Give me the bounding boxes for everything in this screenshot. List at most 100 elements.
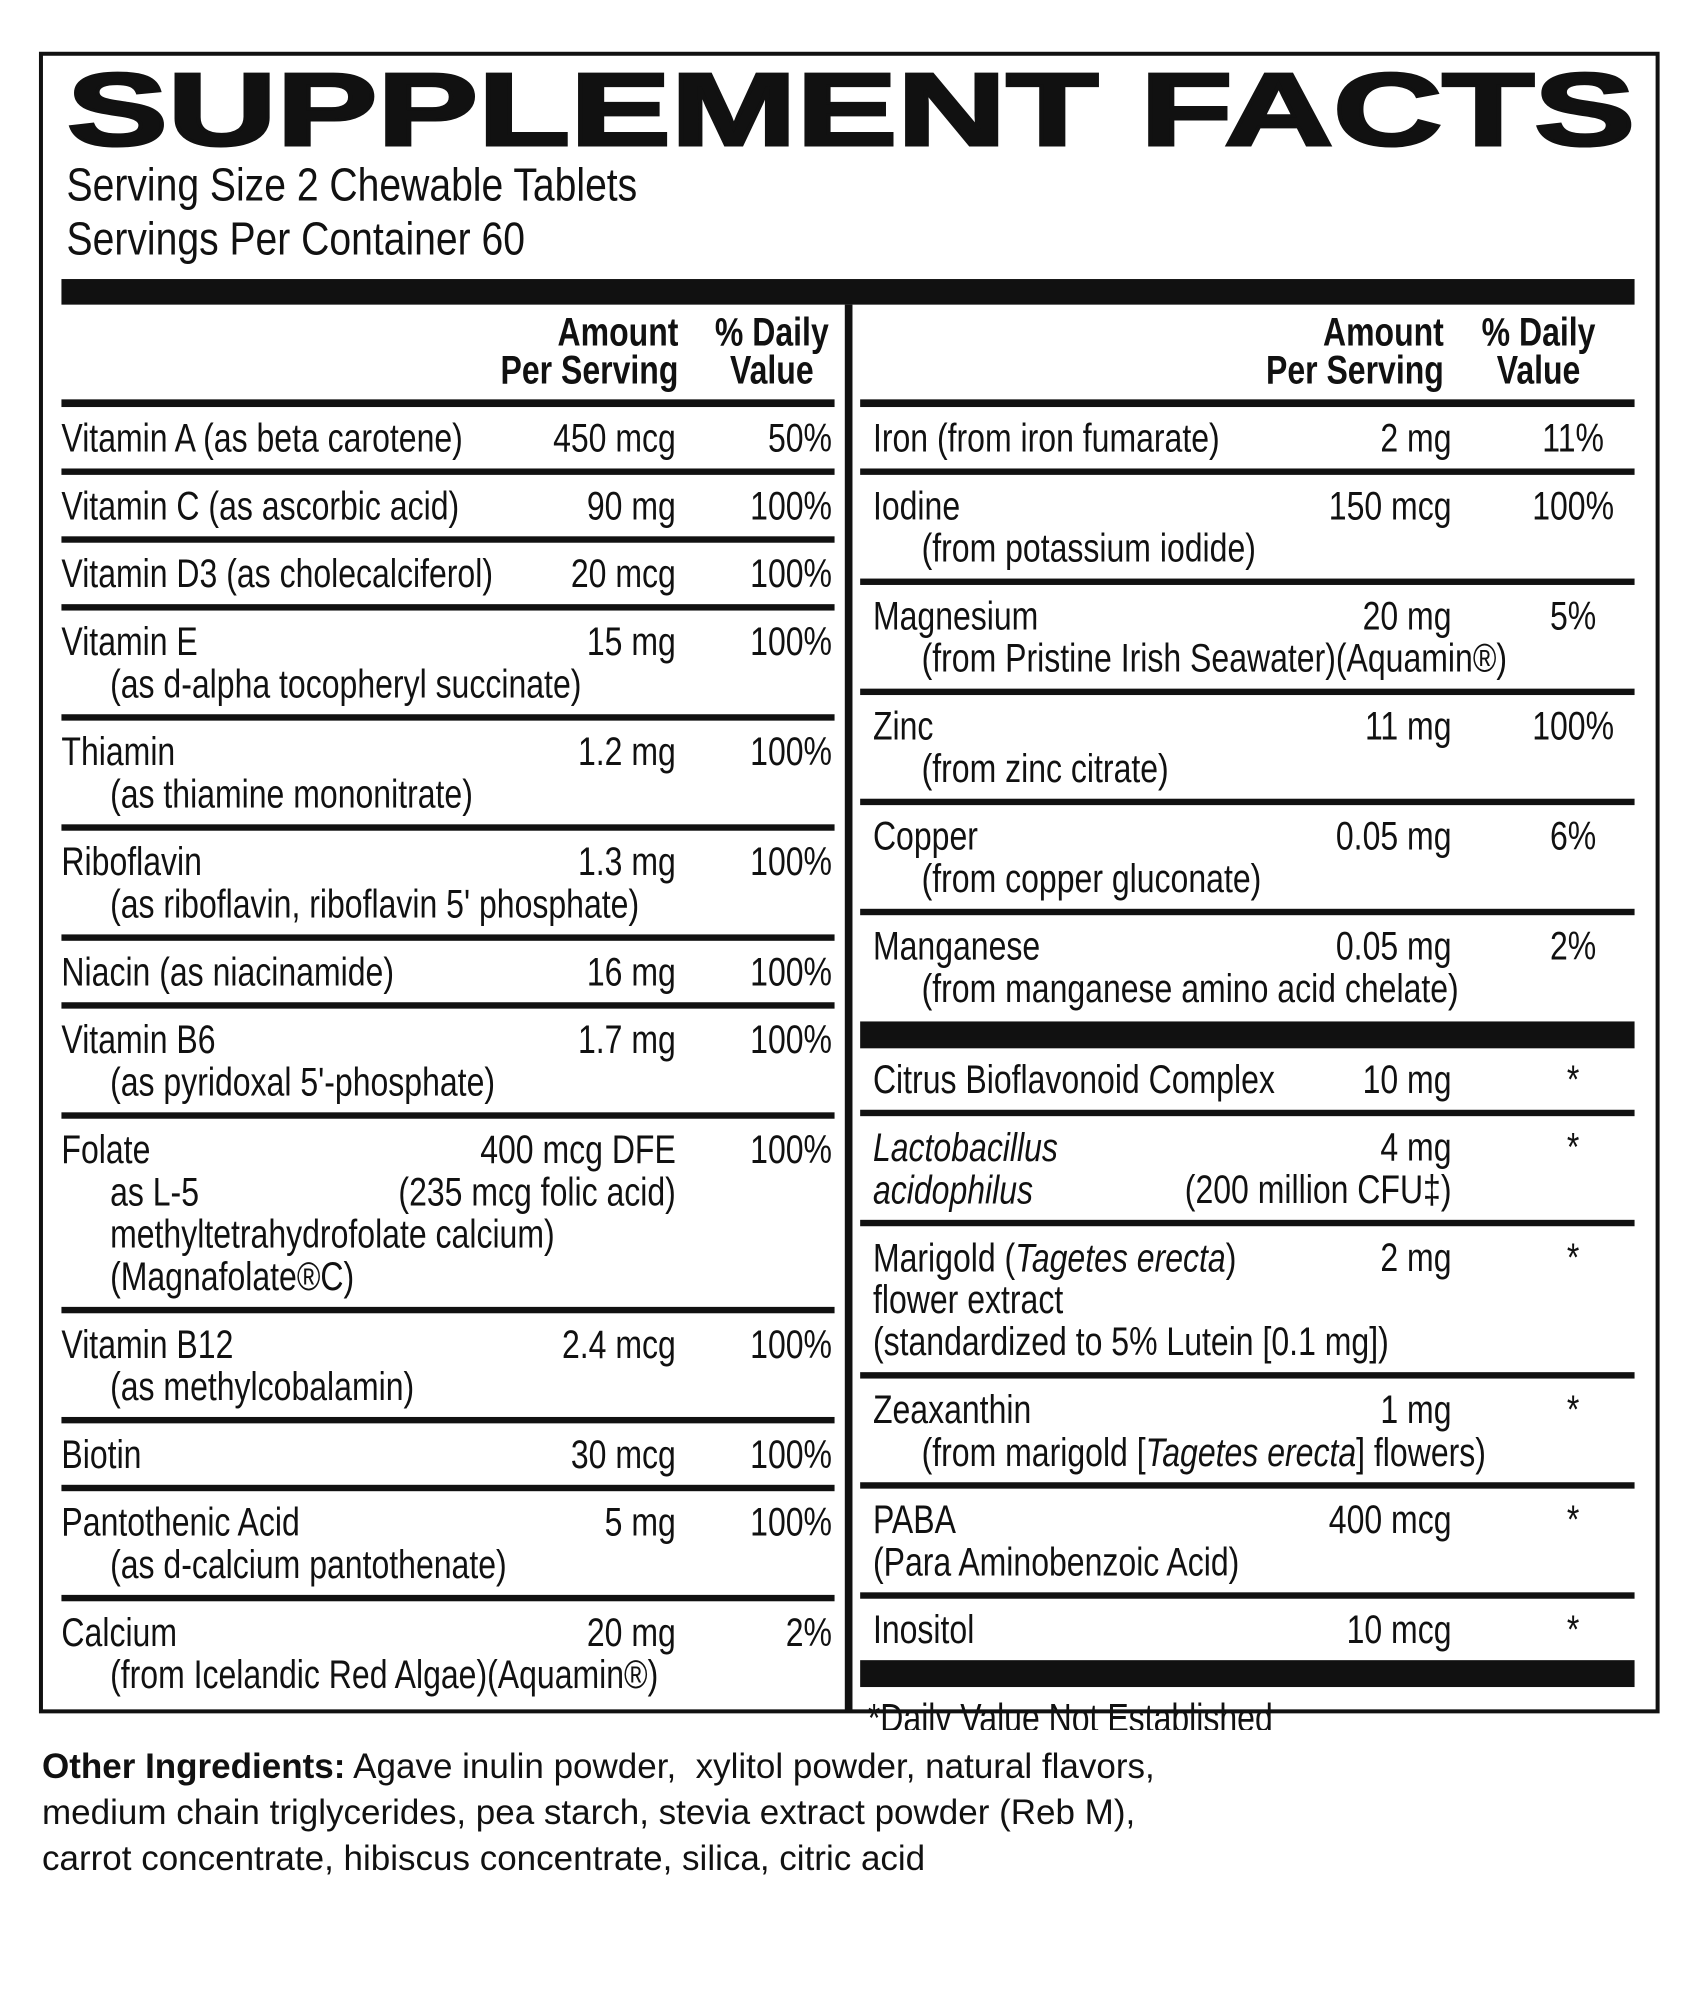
nutrient-name: Iodine xyxy=(873,483,960,528)
nutrient-name: Folate xyxy=(61,1127,150,1172)
nutrient-name-segment: Marigold ( xyxy=(873,1234,1015,1279)
daily-value: 2% xyxy=(786,1609,832,1654)
footnote: *Daily Value Not Established xyxy=(868,1695,1273,1730)
row-separator xyxy=(61,1306,835,1314)
row-separator xyxy=(61,1416,835,1424)
other-ingredients-text: Agave inulin powder, xylitol powder, nat… xyxy=(42,1747,1165,1878)
row-separator xyxy=(61,468,835,475)
nutrient-name-segment: ) xyxy=(1226,1234,1237,1279)
amount: 20 mg xyxy=(587,1609,676,1654)
daily-value: * xyxy=(1567,1387,1579,1432)
nutrient-detail: (from copper gluconate) xyxy=(922,855,1262,900)
nutrient-name: Calcium xyxy=(61,1609,177,1654)
nutrient-name: Niacin (as niacinamide) xyxy=(61,949,394,994)
nutrient-detail: (as riboflavin, riboflavin 5' phosphate) xyxy=(110,881,639,926)
row-separator xyxy=(61,714,835,721)
nutrient-name: Lactobacillus xyxy=(873,1124,1058,1169)
row-separator xyxy=(61,1594,835,1602)
nutrient-name: Riboflavin xyxy=(61,839,202,884)
row-separator xyxy=(61,604,835,611)
row-separator xyxy=(61,1484,835,1492)
row-separator xyxy=(61,536,835,543)
nutrient-name: Inositol xyxy=(873,1607,974,1652)
amount: 2 mg xyxy=(1380,1234,1451,1279)
nutrient-name: Vitamin A (as beta carotene) xyxy=(61,415,462,460)
servings-per-container: Servings Per Container 60 xyxy=(67,213,525,265)
nutrient-name: Pantothenic Acid xyxy=(61,1499,299,1544)
row-separator xyxy=(860,468,1635,475)
daily-value: * xyxy=(1567,1056,1579,1101)
daily-value: 100% xyxy=(750,483,832,528)
header-rule xyxy=(860,399,1635,408)
supplement-facts-panel: SUPPLEMENT FACTS Serving Size 2 Chewable… xyxy=(38,51,1660,1730)
amount: 2.4 mcg xyxy=(562,1321,676,1366)
daily-value: * xyxy=(1567,1497,1579,1542)
daily-value: 100% xyxy=(1532,483,1614,528)
daily-value: 5% xyxy=(1550,593,1596,638)
amount: 16 mg xyxy=(587,949,676,994)
nutrient-name: Marigold (Tagetes erecta) xyxy=(873,1234,1236,1279)
nutrient-name: Biotin xyxy=(61,1431,141,1476)
nutrient-detail: (from Pristine Irish Seawater)(Aquamin®) xyxy=(922,635,1507,680)
daily-value: 100% xyxy=(750,1499,832,1544)
nutrient-name: Copper xyxy=(873,813,978,858)
nutrient-detail-segment: acidophilus xyxy=(873,1166,1033,1211)
column-divider xyxy=(844,304,853,1712)
nutrient-name: Iron (from iron fumarate) xyxy=(873,415,1220,460)
daily-value: 100% xyxy=(750,949,832,994)
nutrient-name: Zinc xyxy=(873,703,933,748)
header-amount: Amount xyxy=(1323,309,1444,354)
nutrient-detail-segment: (from marigold [ xyxy=(922,1429,1146,1474)
other-ingredients: Other Ingredients: Agave inulin powder, … xyxy=(42,1744,1192,1882)
nutrient-detail: (as pyridoxal 5'-phosphate) xyxy=(110,1059,495,1104)
row-separator xyxy=(860,1219,1635,1227)
row-separator xyxy=(860,1482,1635,1489)
nutrient-detail: (Magnafolate®C) xyxy=(110,1254,354,1299)
amount: 0.05 mg xyxy=(1336,923,1452,968)
row-separator xyxy=(860,908,1635,916)
nutrient-detail: (as d-alpha tocopheryl succinate) xyxy=(110,661,581,706)
amount: 400 mcg xyxy=(1329,1497,1452,1542)
title: SUPPLEMENT FACTS xyxy=(67,52,1635,167)
amount: 15 mg xyxy=(587,619,676,664)
header-rule xyxy=(61,399,835,408)
daily-value: * xyxy=(1567,1234,1579,1279)
nutrient-detail: (from zinc citrate) xyxy=(922,745,1169,790)
row-separator xyxy=(61,934,835,941)
nutrient-detail: methyltetrahydrofolate calcium) xyxy=(110,1211,555,1256)
nutrient-name: Thiamin xyxy=(61,729,175,774)
nutrient-detail: (from marigold [Tagetes erecta] flowers) xyxy=(922,1429,1486,1474)
daily-value: 100% xyxy=(750,1431,832,1476)
nutrient-name: Manganese xyxy=(873,923,1040,968)
amount: 90 mg xyxy=(587,483,676,528)
nutrient-detail: acidophilus xyxy=(873,1166,1033,1211)
header-daily-value: Value xyxy=(730,347,814,392)
nutrient-detail: flower extract xyxy=(873,1277,1063,1322)
row-separator xyxy=(860,1592,1635,1599)
row-separator xyxy=(61,1112,835,1119)
amount: 0.05 mg xyxy=(1336,813,1452,858)
daily-value: 100% xyxy=(750,1127,832,1172)
daily-value: 100% xyxy=(750,551,832,596)
daily-value: 11% xyxy=(1542,415,1604,460)
daily-value: 100% xyxy=(750,619,832,664)
amount: 5 mg xyxy=(605,1499,676,1544)
row-separator xyxy=(61,824,835,831)
amount: 1.3 mg xyxy=(578,839,676,884)
nutrient-detail: as L-5 xyxy=(110,1169,199,1214)
daily-value: 100% xyxy=(1532,703,1614,748)
nutrient-name: Magnesium xyxy=(873,593,1038,638)
daily-value: 6% xyxy=(1550,813,1596,858)
amount: 400 mcg DFE xyxy=(480,1127,676,1172)
nutrient-detail: (from Icelandic Red Algae)(Aquamin®) xyxy=(110,1652,658,1697)
amount: 2 mg xyxy=(1380,415,1451,460)
daily-value: 100% xyxy=(750,839,832,884)
nutrient-detail: (as thiamine mononitrate) xyxy=(110,771,473,816)
nutrient-name-segment: Lactobacillus xyxy=(873,1124,1058,1169)
nutrient-name: Vitamin B12 xyxy=(61,1321,233,1366)
row-separator xyxy=(860,578,1635,585)
serving-size: Serving Size 2 Chewable Tablets xyxy=(67,160,638,212)
amount: 1.7 mg xyxy=(578,1017,676,1062)
nutrient-name: Vitamin E xyxy=(61,619,197,664)
